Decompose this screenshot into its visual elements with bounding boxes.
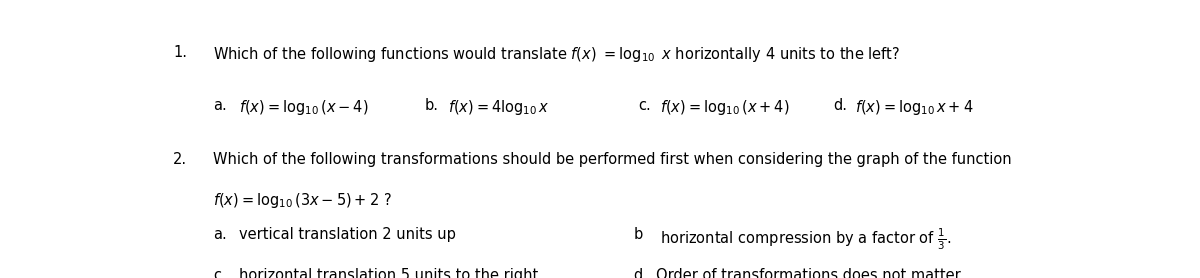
Text: d.: d.	[634, 268, 648, 278]
Text: 1.: 1.	[173, 45, 187, 60]
Text: Which of the following transformations should be performed first when considerin: Which of the following transformations s…	[214, 152, 1012, 167]
Text: b.: b.	[425, 98, 438, 113]
Text: c.: c.	[638, 98, 650, 113]
Text: $\mathit{f}(\mathit{x})=\log_{10}\mathit{x}+4$: $\mathit{f}(\mathit{x})=\log_{10}\mathit…	[854, 98, 973, 116]
Text: $\mathit{f}(\mathit{x})=\log_{10}(3\mathit{x}-5)+2$ ?: $\mathit{f}(\mathit{x})=\log_{10}(3\math…	[214, 191, 392, 210]
Text: Which of the following functions would translate $\mathit{f}(\mathit{x})$ $=\log: Which of the following functions would t…	[214, 45, 900, 64]
Text: vertical translation 2 units up: vertical translation 2 units up	[239, 227, 456, 242]
Text: 2.: 2.	[173, 152, 187, 167]
Text: Order of transformations does not matter.: Order of transformations does not matter…	[656, 268, 964, 278]
Text: a.: a.	[214, 227, 227, 242]
Text: $\mathit{f}(\mathit{x})=\log_{10}(\mathit{x}+4)$: $\mathit{f}(\mathit{x})=\log_{10}(\mathi…	[660, 98, 790, 116]
Text: d.: d.	[834, 98, 847, 113]
Text: a.: a.	[214, 98, 227, 113]
Text: $\mathit{f}(\mathit{x})=4\log_{10} \mathit{x}$: $\mathit{f}(\mathit{x})=4\log_{10} \math…	[448, 98, 550, 116]
Text: b: b	[634, 227, 643, 242]
Text: horizontal compression by a factor of $\frac{1}{3}$.: horizontal compression by a factor of $\…	[660, 227, 950, 252]
Text: c.: c.	[214, 268, 226, 278]
Text: horizontal translation 5 units to the right: horizontal translation 5 units to the ri…	[239, 268, 539, 278]
Text: $\mathit{f}(\mathit{x})=\log_{10}(\mathit{x}-4)$: $\mathit{f}(\mathit{x})=\log_{10}(\mathi…	[239, 98, 368, 116]
